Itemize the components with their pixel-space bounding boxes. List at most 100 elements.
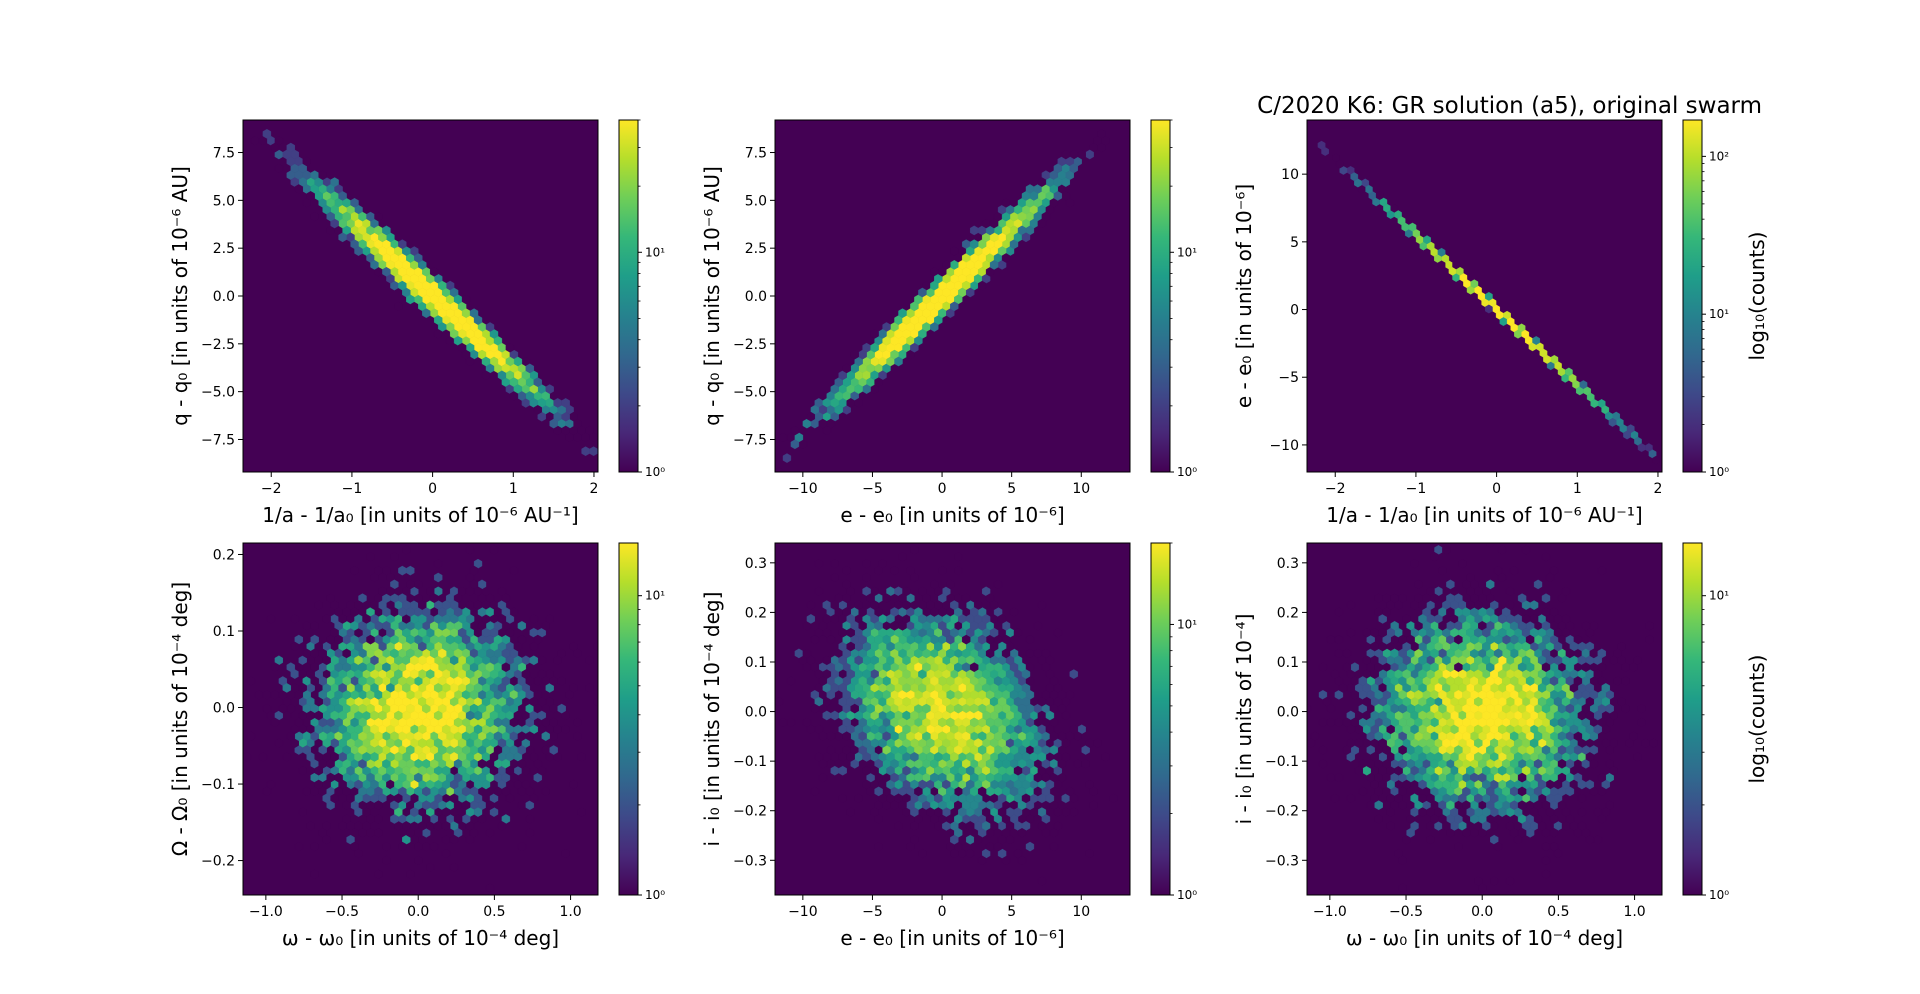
hexbin-cell xyxy=(274,135,283,146)
hexbin-cell xyxy=(322,655,331,666)
hexbin-cell xyxy=(1466,807,1475,817)
hexbin-cell xyxy=(545,384,554,394)
hexbin-cell xyxy=(1001,253,1011,263)
hexbin-cell xyxy=(1025,731,1035,742)
hexbin-cell xyxy=(481,370,491,381)
hexbin-cell xyxy=(1374,786,1383,797)
hexbin-cell xyxy=(1454,662,1463,673)
hexbin-cell xyxy=(1382,717,1391,728)
hexbin-cell xyxy=(1041,648,1051,659)
hexbin-cell xyxy=(1532,336,1541,345)
hexbin-cell xyxy=(1430,662,1439,673)
hexbin-cell xyxy=(386,765,395,776)
hexbin-cell xyxy=(1533,579,1543,590)
hexbin-cell xyxy=(1621,676,1630,686)
hexbin-cell xyxy=(414,841,423,852)
hexbin-panel-5: −10 −5 0 5 10 −0.3 −0.2 −0.1 0.0 0.1 0.2 0.3 e - e₀ … xyxy=(700,542,1197,950)
hexbin-cell xyxy=(465,710,475,721)
hexbin-cell xyxy=(1557,717,1567,728)
hexbin-cell xyxy=(850,363,859,374)
hexbin-cell xyxy=(1637,443,1646,453)
y-tick-label: −0.3 xyxy=(733,853,767,869)
hexbin-cell xyxy=(561,398,570,408)
hexbin-cell xyxy=(1005,724,1015,735)
hexbin-cell xyxy=(561,848,570,859)
hexbin-cell xyxy=(830,614,839,624)
hexbin-cell xyxy=(438,280,447,291)
hexbin-cell xyxy=(517,758,526,769)
hexbin-cell xyxy=(1346,627,1356,638)
hexbin-cell xyxy=(1041,786,1051,797)
hexbin-cell xyxy=(922,703,931,714)
y-tick-label: −0.2 xyxy=(201,854,235,870)
hexbin-cell xyxy=(1545,765,1555,776)
hexbin-cell xyxy=(1109,793,1118,804)
hexbin-cell xyxy=(1406,745,1415,755)
hexbin-cell xyxy=(1049,731,1059,742)
hexbin-cell xyxy=(434,752,443,762)
x-tick-label: 0 xyxy=(938,481,947,497)
hexbin-cell xyxy=(382,689,391,700)
x-tick-label: 10 xyxy=(1072,904,1090,920)
hexbin-cell xyxy=(465,600,475,610)
y-tick-label: 0.1 xyxy=(213,624,235,640)
hexbin-cell xyxy=(346,793,355,804)
hexbin-cell xyxy=(410,669,419,679)
hexbin-cell xyxy=(1601,683,1611,693)
hexbin-cell xyxy=(406,294,415,305)
hexbin-cell xyxy=(529,793,538,804)
hexbin-cell xyxy=(350,717,359,728)
hexbin-cell xyxy=(565,689,574,700)
hexbin-cell xyxy=(1370,627,1379,638)
hexbin-cell xyxy=(585,655,594,666)
hexbin-cell xyxy=(1505,696,1515,707)
hexbin-cell xyxy=(330,696,339,707)
x-tick-label: 2 xyxy=(590,481,599,497)
hexbin-cell xyxy=(1033,620,1043,631)
hexbin-cell xyxy=(243,752,252,762)
hexbin-cell xyxy=(930,322,939,332)
hexbin-cell xyxy=(294,717,303,728)
x-tick-label: −0.5 xyxy=(325,904,359,920)
plot-frame-4 xyxy=(242,542,599,896)
hexbins-3 xyxy=(1317,140,1661,465)
hexbin-cell xyxy=(1593,724,1603,735)
hexbin-cell xyxy=(414,253,423,263)
hexbin-cell xyxy=(330,655,339,666)
colorbar-tick-label: 10¹ xyxy=(645,589,665,603)
colorbar-tick-label: 10⁰ xyxy=(1177,465,1197,479)
hexbin-cell xyxy=(1442,752,1451,762)
hexbin-cell xyxy=(938,565,947,576)
hexbin-cell xyxy=(1505,586,1515,597)
hexbin-cell xyxy=(818,772,827,783)
hexbin-cell xyxy=(533,758,542,769)
hexbin-cell xyxy=(846,752,855,762)
hexbin-cell xyxy=(1001,225,1011,236)
hexbin-cell xyxy=(243,551,248,562)
hexbin-cell xyxy=(1577,793,1587,804)
hexbin-cell xyxy=(818,676,827,686)
hexbin-cell xyxy=(1605,703,1614,714)
hexbin-cell xyxy=(1442,655,1451,666)
hexbin-cell xyxy=(822,710,831,721)
hexbin-cell xyxy=(1402,614,1411,624)
hexbin-cell xyxy=(541,786,550,797)
hexbin-cell xyxy=(338,821,347,831)
hexbin-cell xyxy=(993,676,1003,686)
hexbin-cell xyxy=(862,384,871,394)
x-axis-label: 1/a - 1/a₀ [in units of 10⁻⁶ AU⁻¹] xyxy=(1326,503,1642,527)
hexbin-cell xyxy=(274,163,283,174)
colorbar-4 xyxy=(618,542,639,896)
hexbin-cell xyxy=(954,565,963,576)
hexbin-cell xyxy=(501,676,511,686)
hexbin-cell xyxy=(985,745,995,755)
hexbin-cell xyxy=(970,620,979,631)
hexbin-cell xyxy=(866,703,875,714)
hexbin-cell xyxy=(442,724,451,735)
hexbin-cell xyxy=(1438,703,1447,714)
hexbin-cell xyxy=(418,287,427,298)
hexbin-cell xyxy=(505,627,515,638)
hexbin-cell xyxy=(874,620,883,631)
hexbin-cell xyxy=(374,827,383,838)
hexbin-cell xyxy=(1484,291,1493,301)
